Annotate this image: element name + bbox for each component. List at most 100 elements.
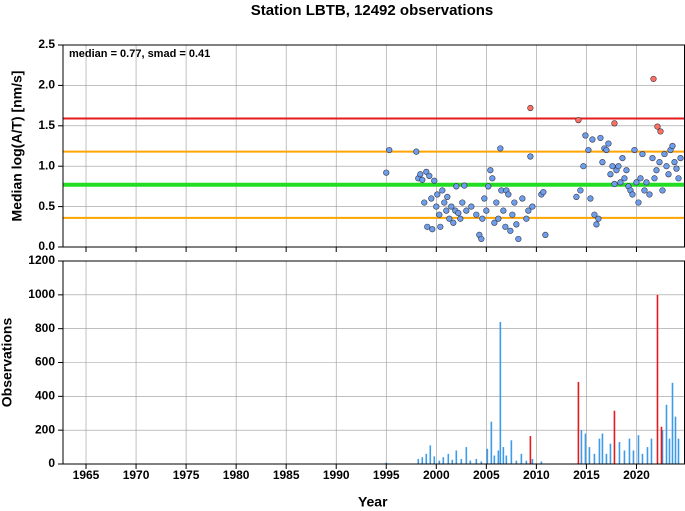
point: [669, 142, 676, 150]
y-tick-label: 400: [35, 389, 55, 403]
point: [587, 195, 594, 202]
y-tick-label: 800: [35, 321, 55, 335]
annotation: median = 0.77, smad = 0.41: [69, 48, 210, 60]
point: [589, 136, 596, 143]
point: [428, 195, 435, 202]
bar: [618, 442, 621, 464]
point: [527, 104, 534, 112]
point: [611, 180, 618, 188]
point: [505, 191, 512, 198]
point: [461, 182, 468, 189]
point: [429, 226, 436, 233]
bar: [661, 430, 664, 464]
bar: [580, 430, 583, 464]
bar: [438, 460, 441, 464]
bar: [486, 448, 489, 464]
y-tick-label: 1200: [28, 253, 55, 267]
point: [443, 207, 450, 214]
point: [457, 215, 464, 222]
bar: [588, 447, 591, 464]
point: [441, 199, 448, 206]
point: [497, 145, 504, 152]
point: [633, 179, 640, 186]
point: [661, 150, 668, 158]
point: [629, 191, 636, 198]
bar: [475, 458, 478, 464]
point: [513, 221, 520, 228]
bar: [451, 459, 454, 464]
x-tick-label: 1990: [323, 468, 350, 482]
x-tick-label: 1995: [373, 468, 400, 482]
point: [609, 163, 616, 170]
bar: [505, 455, 508, 464]
point: [444, 193, 451, 201]
point: [580, 163, 587, 170]
point: [656, 159, 663, 166]
point: [651, 175, 658, 182]
bar: [460, 458, 463, 464]
bar: [605, 453, 608, 464]
y-tick-label: 200: [35, 422, 55, 436]
point: [643, 179, 650, 186]
x-axis-label: Year: [358, 494, 388, 510]
y-tick-label: 600: [35, 355, 55, 369]
point: [479, 215, 486, 222]
x-tick-label: 2000: [423, 468, 450, 482]
bar: [525, 460, 528, 464]
point: [431, 177, 438, 184]
point: [419, 176, 426, 184]
bar: [425, 453, 428, 464]
bar: [520, 453, 523, 464]
bar: [613, 410, 616, 464]
point: [575, 117, 582, 124]
point: [585, 146, 592, 154]
point: [529, 203, 536, 210]
x-tick-label: 1980: [223, 468, 250, 482]
point: [468, 203, 475, 210]
point: [485, 183, 492, 190]
bar: [584, 433, 587, 464]
y-axis-label: Median log(A/T) [nm/s]: [9, 71, 25, 222]
point: [631, 146, 638, 154]
bar: [510, 440, 513, 464]
bar: [577, 381, 580, 464]
point: [523, 215, 530, 222]
point: [635, 199, 642, 206]
bar: [609, 443, 612, 464]
bar: [385, 462, 388, 464]
point: [665, 171, 672, 178]
point: [434, 191, 441, 198]
bar: [493, 455, 496, 464]
point: [677, 155, 684, 162]
bar: [417, 458, 420, 464]
bar: [429, 445, 432, 464]
bar: [650, 438, 653, 464]
bar: [469, 460, 472, 464]
bar: [632, 450, 635, 464]
bar: [598, 438, 601, 464]
point: [507, 227, 514, 234]
y-axis-label: Observations: [0, 318, 15, 408]
point: [605, 140, 612, 147]
point: [595, 215, 602, 222]
point: [459, 199, 466, 206]
point: [413, 148, 420, 155]
bar: [623, 450, 626, 464]
x-tick-label: 2020: [623, 468, 650, 482]
point: [446, 215, 453, 222]
point: [495, 215, 502, 222]
bar: [499, 321, 502, 464]
bar: [677, 438, 680, 464]
point: [509, 211, 516, 218]
y-tick-label: 2.5: [38, 37, 55, 51]
point: [453, 183, 460, 190]
point: [577, 187, 584, 194]
y-tick-label: 0.0: [38, 239, 55, 253]
y-tick-label: 1.5: [38, 118, 55, 132]
point: [527, 153, 534, 160]
x-tick-label: 1965: [73, 468, 100, 482]
point: [519, 195, 526, 202]
bar: [668, 438, 671, 464]
point: [493, 199, 500, 206]
bar: [601, 433, 604, 464]
